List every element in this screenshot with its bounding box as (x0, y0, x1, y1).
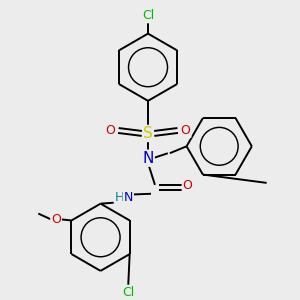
Text: O: O (51, 213, 61, 226)
Text: Cl: Cl (142, 9, 154, 22)
Text: N: N (142, 151, 154, 166)
Text: O: O (106, 124, 116, 137)
Text: N: N (124, 191, 133, 204)
Text: Cl: Cl (122, 286, 134, 299)
Text: S: S (143, 126, 153, 141)
Text: O: O (181, 124, 190, 137)
Text: O: O (183, 179, 193, 192)
Text: H: H (115, 191, 124, 204)
